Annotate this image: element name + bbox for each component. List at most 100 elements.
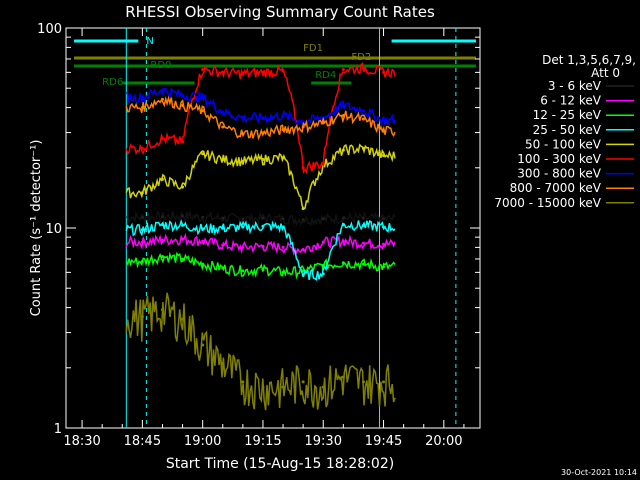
data-point [261,70,265,74]
series-line [125,232,396,256]
series-line [125,87,396,128]
data-point [301,125,305,129]
data-point [221,243,225,247]
data-point [361,117,365,121]
data-point [341,239,345,243]
plot-frame [65,27,481,429]
data-point [140,228,144,232]
x-axis-label: Start Time (15-Aug-15 18:28:02) [166,456,394,472]
data-point [160,137,164,141]
data-point [261,131,265,135]
data-point [341,114,345,118]
data-point [221,216,225,220]
data-point [281,217,285,221]
data-point [301,120,305,124]
data-point [181,214,185,218]
data-point [241,132,245,136]
data-point [281,270,285,274]
x-tick-label: 18:30 [63,434,100,449]
timestamp: 30-Oct-2021 10:14 [561,468,637,477]
data-point [140,240,144,244]
series-line [125,95,396,141]
data-point [361,146,365,150]
data-point [301,273,305,277]
data-point [261,244,265,248]
fd2-label: FD2 [351,52,371,63]
data-point [241,217,245,221]
data-point [361,216,365,220]
series-line [125,62,396,175]
data-point [241,116,245,120]
data-point [160,215,164,219]
y-tick-label: 100 [37,22,62,37]
data-point [241,160,245,164]
data-point [321,272,325,276]
x-tick-label: 18:45 [124,434,161,449]
series-50-100-kev [125,143,396,211]
data-point [301,380,305,384]
data-point [201,215,205,219]
data-point [361,223,365,227]
rd4-label: RD4 [315,70,336,81]
data-point [301,207,305,211]
data-point [361,241,365,245]
data-point [201,262,205,266]
data-point [221,125,225,129]
legend-label: 7000 - 15000 keV [494,196,601,210]
data-point [341,261,345,265]
y-axis-label: Count Rate (s⁻¹ detector⁻¹) [29,140,44,317]
series-3-6-kev [125,209,396,227]
data-point [201,343,205,347]
data-point [241,380,245,384]
data-point [181,237,185,241]
series-25-50-kev [125,219,396,281]
data-point [341,148,345,152]
legend-label: 50 - 100 keV [525,137,602,151]
data-point [321,162,325,166]
data-point [341,68,345,72]
plot-area: N FD1 FD2 RD0 RD6 RD4 18:30 18:45 19:00 19:15 19:3… [37,22,481,449]
data-point [201,227,205,231]
data-point [140,215,144,219]
data-point [321,121,325,125]
data-point [221,70,225,74]
data-point [181,93,185,97]
series-line [125,251,396,280]
data-point [221,158,225,162]
rd6-label: RD6 [102,77,123,88]
series-line [125,143,396,210]
data-point [160,88,164,92]
night-label: N [146,36,153,47]
data-point [140,95,144,99]
data-point [181,257,185,261]
data-point [140,315,144,319]
data-point [361,109,365,113]
data-point [281,69,285,73]
data-point [181,185,185,189]
series-100-300-kev [125,62,396,175]
data-point [140,191,144,195]
data-point [181,140,185,144]
data-point [382,154,386,158]
chart-title: RHESSI Observing Summary Count Rates [125,3,435,21]
series-line [125,209,396,227]
legend-label: 12 - 25 keV [533,108,602,122]
data-point [181,223,185,227]
x-tick-label: 20:00 [425,434,462,449]
rd0-label: RD0 [150,60,171,71]
x-tick-label: 19:45 [365,434,402,449]
data-point [261,116,265,120]
legend-header-2: Att 0 [591,66,620,80]
data-point [382,225,386,229]
data-point [361,66,365,70]
fd1-label: FD1 [303,43,323,54]
data-point [140,146,144,150]
data-point [341,103,345,107]
legend-label: 25 - 50 keV [533,123,602,137]
data-point [382,265,386,269]
data-point [160,177,164,181]
data-point [221,362,225,366]
data-point [221,266,225,270]
data-point [181,103,185,107]
